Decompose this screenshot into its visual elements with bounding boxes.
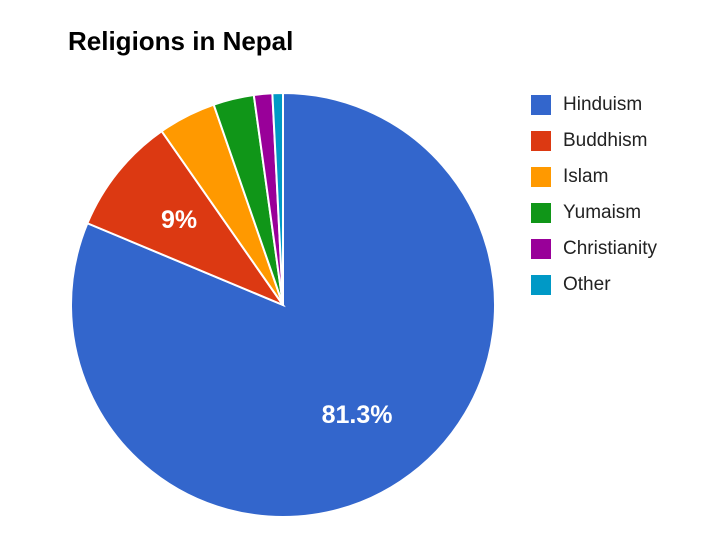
legend-swatch — [531, 167, 551, 187]
chart-title: Religions in Nepal — [68, 26, 294, 56]
legend-item-other: Other — [531, 267, 657, 303]
pie-slices — [70, 91, 496, 518]
slice-label-hinduism: 81.3% — [322, 401, 393, 429]
legend-label: Buddhism — [563, 130, 648, 151]
legend-swatch — [531, 203, 551, 223]
legend-item-buddhism: Buddhism — [531, 123, 657, 159]
legend-label: Other — [563, 274, 611, 295]
legend-item-yumaism: Yumaism — [531, 195, 657, 231]
pie-slice-other — [271, 91, 284, 306]
legend-label: Hinduism — [563, 94, 643, 115]
pie-slice-labels: 81.3% 9% — [161, 206, 393, 429]
legend-swatch — [531, 131, 551, 151]
legend-item-christianity: Christianity — [531, 231, 657, 267]
legend-label: Yumaism — [563, 202, 642, 223]
legend-label: Christianity — [563, 238, 657, 259]
legend-swatch — [531, 239, 551, 259]
legend-swatch — [531, 95, 551, 115]
legend: Hinduism Buddhism Islam Yumaism Christianity… — [531, 87, 657, 303]
legend-swatch — [531, 275, 551, 295]
legend-label: Islam — [563, 166, 609, 187]
pie-slice-hinduism — [70, 91, 496, 518]
slice-label-buddhism: 9% — [161, 206, 197, 234]
legend-item-hinduism: Hinduism — [531, 87, 657, 123]
pie-slice-buddhism — [86, 129, 286, 308]
legend-item-islam: Islam — [531, 159, 657, 195]
